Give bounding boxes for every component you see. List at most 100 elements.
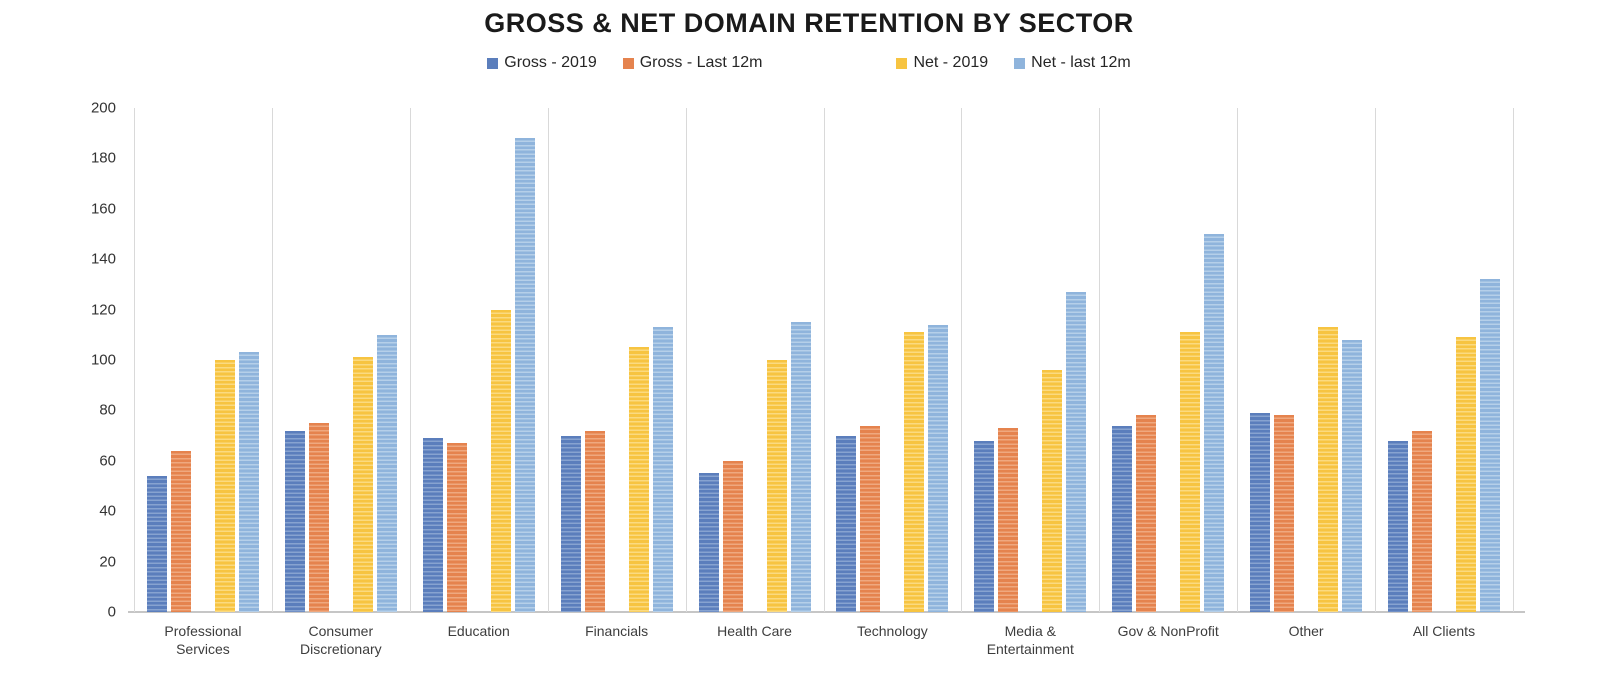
legend-item-net-2019: Net - 2019	[896, 54, 988, 72]
bar-net-2019-technology	[904, 332, 925, 612]
x-category-label-professional-services: Professional Services	[134, 622, 272, 658]
x-category-label-text: Gov & NonProfit	[1117, 623, 1219, 639]
legend-item-net-last-12m: Net - last 12m	[1014, 54, 1131, 72]
category-separator-gridline	[961, 108, 963, 612]
x-category-label-gov-nonprofit: Gov & NonProfit	[1099, 622, 1237, 658]
bar-pair	[1250, 412, 1295, 612]
bar-group-media-entertainment	[961, 108, 1099, 612]
legend-label: Gross - Last 12m	[639, 54, 763, 71]
bar-net-last-12m-health-care	[790, 322, 811, 612]
bar-pair	[1180, 234, 1225, 612]
bar-gross-last-12m-professional-services	[170, 450, 191, 612]
bar-group-other	[1237, 108, 1375, 612]
bar-pair	[490, 138, 535, 612]
bar-pair	[1388, 430, 1433, 612]
x-category-label-text: Other	[1288, 623, 1324, 639]
x-category-label-text: Health Care	[717, 623, 792, 639]
bar-net-last-12m-professional-services	[238, 352, 259, 612]
legend-label: Net - 2019	[913, 54, 989, 71]
bar-group-health-care	[686, 108, 824, 612]
bar-net-2019-education	[490, 309, 511, 612]
x-category-label-consumer-discretionary: Consumer Discretionary	[272, 622, 410, 658]
legend-item-gross-2019: Gross - 2019	[487, 54, 597, 72]
bar-pair	[836, 425, 881, 612]
legend-swatch-net-last-12m	[1014, 57, 1026, 69]
bar-net-2019-all-clients	[1456, 337, 1477, 612]
bar-pair	[560, 430, 605, 612]
x-category-label-text: Technology	[856, 623, 928, 639]
x-category-label-text: Education	[447, 623, 510, 639]
bar-pair	[284, 423, 329, 612]
bar-gross-last-12m-media-entertainment	[998, 428, 1019, 612]
bar-net-2019-media-entertainment	[1042, 370, 1063, 612]
category-separator-gridline	[409, 108, 411, 612]
bar-pair	[766, 322, 811, 612]
category-separator-gridline	[1513, 108, 1514, 612]
bar-net-last-12m-consumer-discretionary	[376, 334, 397, 612]
category-separator-gridline	[823, 108, 825, 612]
bar-pair	[698, 460, 743, 612]
bar-gross-2019-professional-services	[146, 475, 167, 612]
bar-pair	[1112, 415, 1157, 612]
y-axis-tick-labels: 0 20 40 60 80 100 120 140 160 180 200	[0, 0, 120, 680]
x-axis-line	[128, 611, 1525, 613]
x-category-label-text: Professional Services	[164, 623, 242, 658]
legend-item-gross-last-12m: Gross - Last 12m	[622, 54, 763, 72]
bar-group-financials	[548, 108, 686, 612]
bar-gross-last-12m-financials	[584, 430, 605, 612]
x-category-label-text: All Clients	[1412, 623, 1476, 639]
bar-gross-last-12m-consumer-discretionary	[308, 423, 329, 612]
bar-net-2019-other	[1318, 327, 1339, 612]
chart-legend: Gross - 2019 Gross - Last 12m Net - 2019 Ne…	[0, 54, 1618, 72]
y-tick-label-180: 180	[90, 149, 116, 167]
bar-gross-2019-all-clients	[1388, 440, 1409, 612]
chart-title: GROSS & NET DOMAIN RETENTION BY SECTOR	[484, 8, 1134, 38]
bar-pair	[146, 450, 191, 612]
y-tick-label-140: 140	[90, 250, 116, 268]
bar-group-education	[410, 108, 548, 612]
bar-net-2019-health-care	[766, 360, 787, 612]
bar-gross-last-12m-other	[1274, 415, 1295, 612]
bar-gross-2019-technology	[836, 435, 857, 612]
x-category-label-financials: Financials	[548, 622, 686, 658]
category-separator-gridline	[271, 108, 273, 612]
bar-net-2019-gov-nonprofit	[1180, 332, 1201, 612]
bar-net-last-12m-financials	[652, 327, 673, 612]
bar-net-2019-consumer-discretionary	[352, 357, 373, 612]
plot-area	[128, 108, 1525, 613]
bar-group-technology	[824, 108, 962, 612]
bar-gross-2019-financials	[560, 435, 581, 612]
x-category-label-media-entertainment: Media & Entertainment	[961, 622, 1099, 658]
y-tick-label-0: 0	[107, 603, 116, 621]
y-tick-label-100: 100	[90, 351, 116, 369]
bar-gross-2019-gov-nonprofit	[1112, 425, 1133, 612]
category-separator-gridline	[1099, 108, 1101, 612]
bar-pair	[214, 352, 259, 612]
legend-swatch-net-2019	[896, 57, 908, 69]
bar-pair	[1456, 279, 1501, 612]
bar-gross-last-12m-all-clients	[1412, 430, 1433, 612]
bar-group-professional-services	[134, 108, 272, 612]
bar-group-gov-nonprofit	[1099, 108, 1237, 612]
bar-gross-last-12m-gov-nonprofit	[1136, 415, 1157, 612]
bar-gross-2019-other	[1250, 412, 1271, 612]
x-category-label-text: Media & Entertainment	[986, 623, 1074, 658]
category-separator-gridline	[685, 108, 687, 612]
y-tick-label-120: 120	[90, 301, 116, 319]
bar-gross-2019-consumer-discretionary	[284, 430, 305, 612]
bar-net-last-12m-gov-nonprofit	[1204, 234, 1225, 612]
bar-net-2019-financials	[628, 347, 649, 612]
y-tick-label-20: 20	[99, 553, 116, 571]
category-separator-gridline	[547, 108, 549, 612]
bar-gross-last-12m-health-care	[722, 460, 743, 612]
bar-pair	[1318, 327, 1363, 612]
bar-gross-last-12m-technology	[860, 425, 881, 612]
legend-label: Net - last 12m	[1031, 54, 1131, 71]
y-tick-label-160: 160	[90, 200, 116, 218]
y-tick-label-60: 60	[99, 452, 116, 470]
x-category-label-text: Consumer Discretionary	[299, 623, 382, 658]
bar-group-consumer-discretionary	[272, 108, 410, 612]
bar-net-2019-professional-services	[214, 360, 235, 612]
bar-group-all-clients	[1375, 108, 1513, 612]
